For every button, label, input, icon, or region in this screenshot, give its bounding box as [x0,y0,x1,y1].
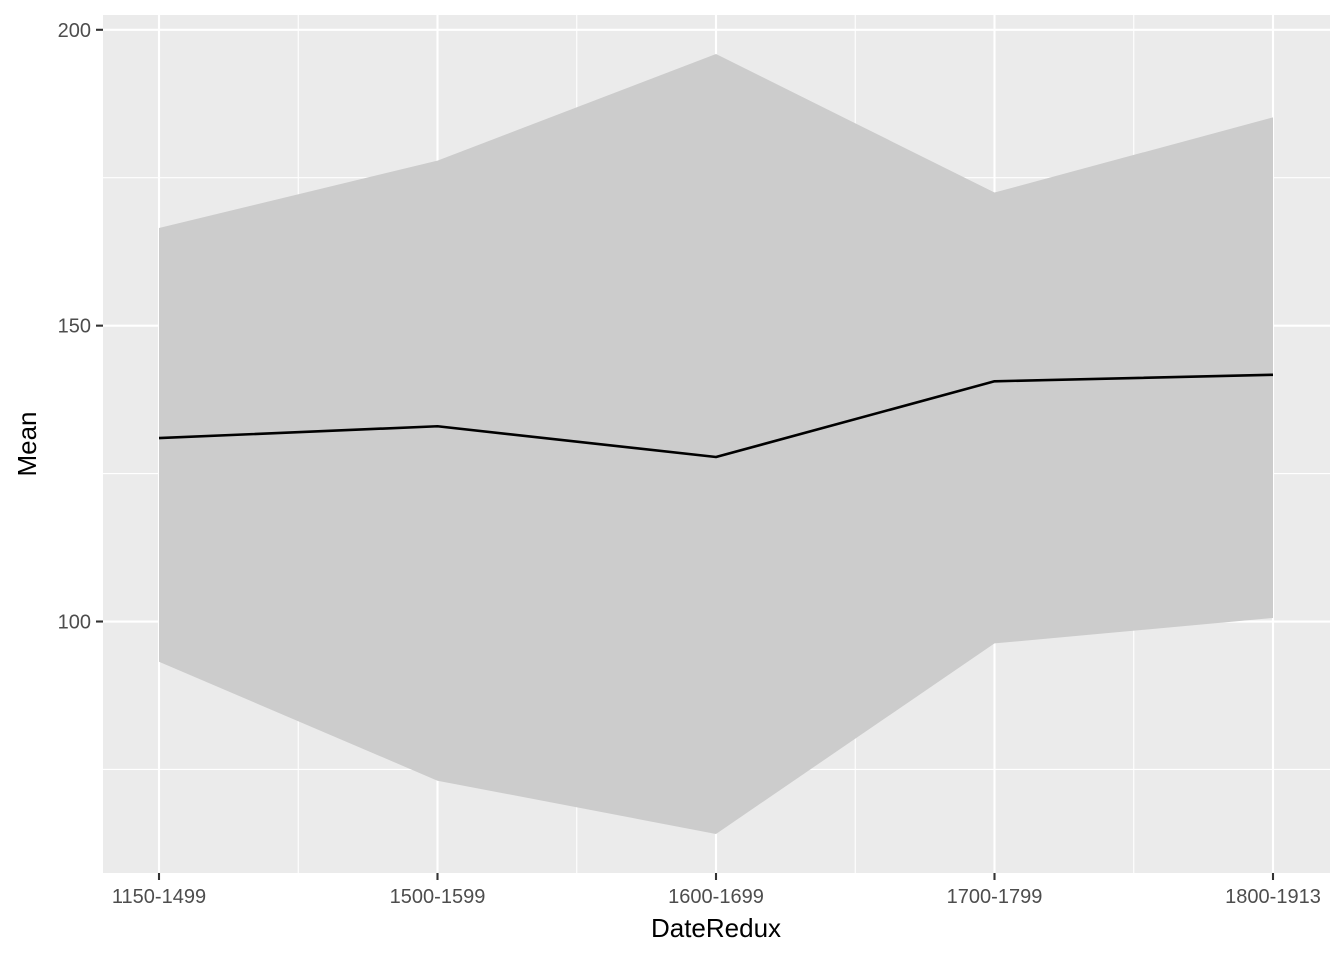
x-tick-label: 1700-1799 [947,886,1043,908]
x-tick-label: 1800-1913 [1225,886,1321,908]
y-tick-label: 200 [58,20,91,42]
y-tick-label: 150 [58,316,91,338]
y-axis: 100 150 200 [58,20,103,634]
x-axis-title: DateRedux [651,913,781,943]
x-axis: 1150-1499 1500-1599 1600-1699 1700-1799 1800… [112,873,1321,908]
y-axis-title: Mean [12,411,42,476]
confidence-ribbon [159,54,1273,834]
x-tick-label: 1150-1499 [112,886,206,908]
x-tick-label: 1600-1699 [668,886,764,908]
y-tick-label: 100 [58,612,91,634]
x-tick-label: 1500-1599 [390,886,486,908]
